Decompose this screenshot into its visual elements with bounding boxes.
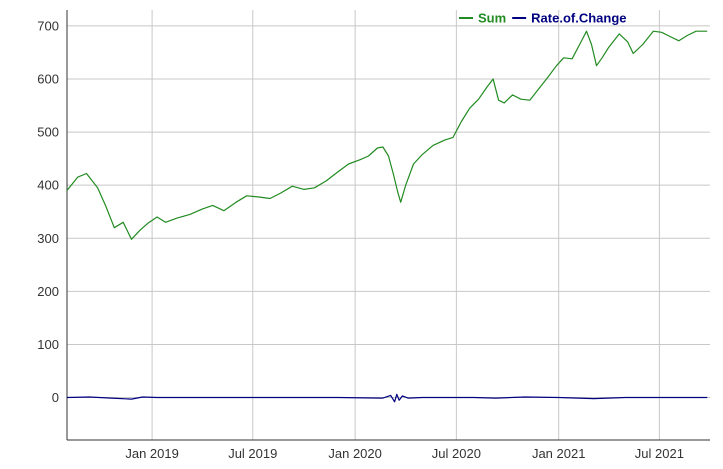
y-tick-label: 100 bbox=[37, 337, 59, 352]
legend-label-sum: Sum bbox=[478, 11, 506, 26]
y-tick-label: 600 bbox=[37, 72, 59, 87]
axes bbox=[66, 10, 710, 441]
x-tick-label: Jan 2019 bbox=[125, 446, 179, 461]
legend: Sum Rate.of.Change bbox=[459, 11, 627, 26]
series-lines bbox=[66, 30, 708, 403]
legend-label-rate-of-change: Rate.of.Change bbox=[531, 11, 626, 26]
x-tick-label: Jan 2020 bbox=[328, 446, 382, 461]
x-tick-label: Jul 2021 bbox=[635, 446, 684, 461]
x-tick-label: Jul 2020 bbox=[432, 446, 481, 461]
y-tick-label: 700 bbox=[37, 18, 59, 33]
y-tick-label: 400 bbox=[37, 178, 59, 193]
y-tick-label: 500 bbox=[37, 125, 59, 140]
sum-series-line bbox=[66, 30, 708, 240]
x-tick-labels: Jan 2019 Jul 2019 Jan 2020 Jul 2020 Jan 2021… bbox=[125, 446, 684, 461]
x-tick-label: Jan 2021 bbox=[532, 446, 586, 461]
y-tick-label: 200 bbox=[37, 284, 59, 299]
y-tick-label: 300 bbox=[37, 231, 59, 246]
y-tick-label: 0 bbox=[52, 390, 59, 405]
y-tick-labels: 0 100 200 300 400 500 600 700 bbox=[37, 18, 59, 405]
rate-of-change-series-line bbox=[66, 393, 708, 403]
grid-lines bbox=[67, 10, 710, 440]
x-tick-label: Jul 2019 bbox=[228, 446, 277, 461]
